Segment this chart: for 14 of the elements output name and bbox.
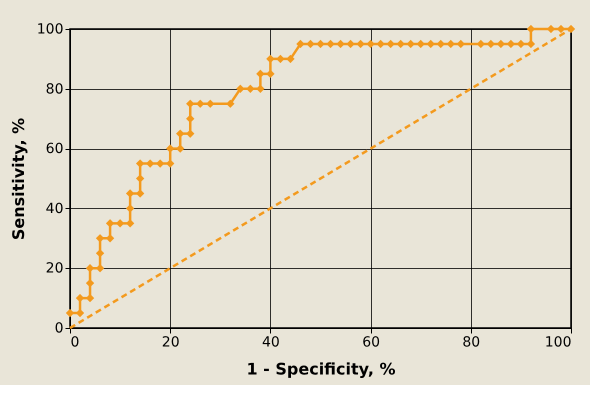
y-tick-label: 60 [46,141,64,158]
y-tick-label: 40 [46,200,64,217]
y-tick-label: 20 [46,260,64,277]
y-tick-label: 0 [54,320,64,336]
x-tick-label: 80 [462,334,480,350]
x-tick-label: 20 [162,334,180,350]
x-tick-label: 100 [544,334,572,350]
x-tick-label: 0 [70,334,80,350]
y-tick-label: 100 [36,22,64,38]
y-axis-title: Sensitivity, % [8,118,28,240]
x-tick-label: 60 [362,334,380,350]
y-tick-label: 80 [46,81,64,98]
x-tick-label: 40 [262,334,280,350]
x-axis-title: 1 - Specificity, % [246,360,396,378]
